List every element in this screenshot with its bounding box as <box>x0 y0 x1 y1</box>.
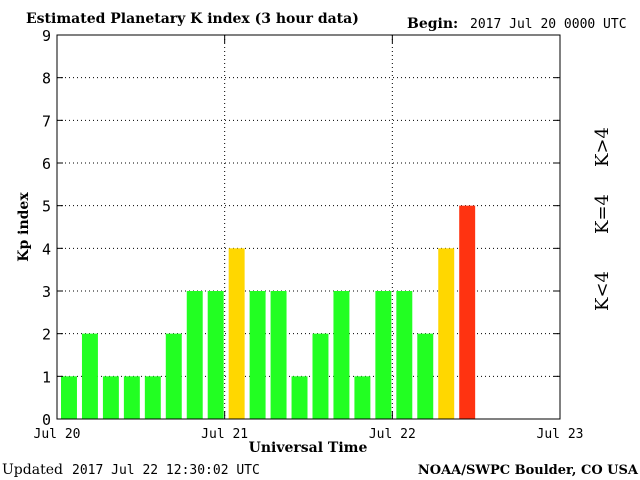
kp-bar <box>249 291 266 419</box>
kp-bar <box>61 376 77 419</box>
y-tick-label: 5 <box>42 198 51 216</box>
legend-low: K<4 <box>592 271 613 311</box>
y-axis: 0 1 2 3 4 5 6 7 8 9 <box>42 27 560 429</box>
grid <box>57 34 560 419</box>
updated-label: Updated <box>2 462 63 478</box>
kp-bar <box>207 291 224 419</box>
kp-bar <box>459 205 476 419</box>
kp-bar <box>228 248 245 419</box>
x-tick-label: Jul 22 <box>369 427 416 442</box>
kp-bar <box>270 291 287 419</box>
begin-label: Begin: <box>407 16 458 32</box>
kp-bar <box>81 333 98 419</box>
kp-bar <box>333 291 350 419</box>
y-tick-label: 9 <box>42 27 51 45</box>
y-tick-label: 6 <box>42 155 51 173</box>
y-tick-label: 7 <box>42 112 51 130</box>
x-axis: Jul 20 Jul 21 Jul 22 Jul 23 <box>34 35 584 442</box>
chart-title: Estimated Planetary K index (3 hour data… <box>26 11 359 27</box>
kp-bar <box>291 376 308 419</box>
y-tick-label: 0 <box>42 411 51 429</box>
kp-bar <box>102 376 119 419</box>
kp-bar <box>165 333 182 419</box>
updated-value: 2017 Jul 22 12:30:02 UTC <box>72 463 260 478</box>
kp-bar <box>354 376 371 419</box>
legend-mid: K=4 <box>592 194 613 234</box>
kp-bar <box>144 376 161 419</box>
kp-bar <box>186 291 203 419</box>
y-tick-label: 1 <box>42 368 51 386</box>
x-tick-label: Jul 23 <box>537 427 584 442</box>
kp-bar <box>312 333 329 419</box>
x-axis-label: Universal Time <box>249 440 368 456</box>
y-tick-label: 4 <box>42 240 51 258</box>
kp-bar <box>438 248 455 419</box>
x-tick-label: Jul 21 <box>201 427 248 442</box>
kp-bar <box>396 291 413 419</box>
y-tick-label: 2 <box>42 326 51 344</box>
legend-high: K>4 <box>592 127 613 167</box>
y-tick-label: 3 <box>42 283 51 301</box>
bars <box>61 205 476 419</box>
x-tick-label: Jul 20 <box>34 427 81 442</box>
y-axis-label: Kp index <box>16 192 32 262</box>
kp-bar <box>417 333 434 419</box>
kp-bar <box>123 376 140 419</box>
source-text: NOAA/SWPC Boulder, CO USA <box>418 463 639 478</box>
kp-bar <box>375 291 392 419</box>
plot-area-border <box>56 34 561 420</box>
begin-value: 2017 Jul 20 0000 UTC <box>470 17 627 32</box>
y-tick-label: 8 <box>42 70 51 88</box>
